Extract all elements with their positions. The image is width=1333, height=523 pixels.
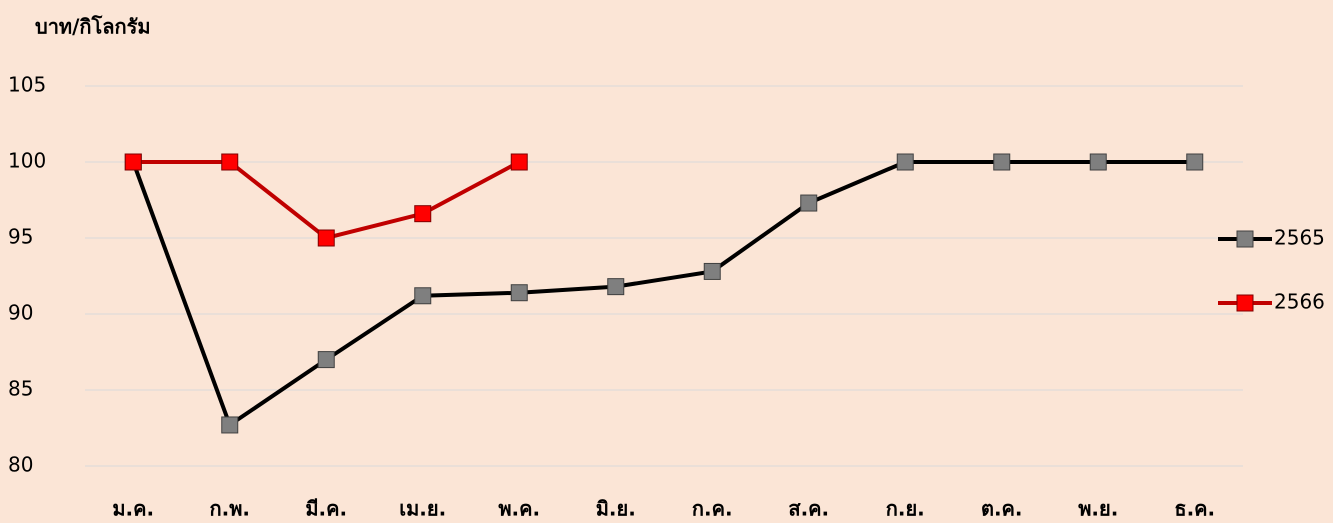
x-tick-label: ต.ค. bbox=[981, 497, 1023, 521]
marker bbox=[414, 287, 432, 305]
x-tick-label: ก.ค. bbox=[692, 497, 733, 521]
marker bbox=[1089, 153, 1107, 171]
x-tick-label: ส.ค. bbox=[788, 497, 829, 521]
y-tick-label: 100 bbox=[8, 149, 46, 173]
marker bbox=[317, 229, 335, 247]
y-axis-label: บาท/กิโลกรัม bbox=[35, 15, 151, 39]
x-tick-label: พ.ค. bbox=[498, 497, 540, 521]
x-tick-label: ม.ค. bbox=[112, 497, 154, 521]
marker bbox=[703, 262, 721, 280]
legend-label: 2566 bbox=[1274, 290, 1325, 314]
y-tick-label: 95 bbox=[8, 225, 33, 249]
marker bbox=[607, 278, 625, 296]
marker bbox=[124, 153, 142, 171]
marker bbox=[896, 153, 914, 171]
x-tick-label: ก.พ. bbox=[210, 497, 251, 521]
marker bbox=[414, 205, 432, 223]
x-tick-label: มิ.ย. bbox=[596, 497, 636, 521]
x-tick-label: ธ.ค. bbox=[1174, 497, 1215, 521]
x-tick-label: พ.ย. bbox=[1078, 497, 1118, 521]
y-tick-label: 90 bbox=[8, 301, 33, 325]
y-tick-label: 105 bbox=[8, 73, 46, 97]
marker bbox=[800, 194, 818, 212]
x-tick-label: ก.ย. bbox=[886, 497, 925, 521]
x-tick-label: มี.ค. bbox=[305, 497, 347, 521]
legend-marker bbox=[1236, 294, 1254, 312]
marker bbox=[221, 416, 239, 434]
y-tick-label: 80 bbox=[8, 453, 33, 477]
y-tick-label: 85 bbox=[8, 377, 33, 401]
marker bbox=[993, 153, 1011, 171]
marker bbox=[510, 284, 528, 302]
x-tick-label: เม.ย. bbox=[399, 497, 446, 521]
marker bbox=[1186, 153, 1204, 171]
marker bbox=[221, 153, 239, 171]
marker bbox=[317, 351, 335, 369]
marker bbox=[510, 153, 528, 171]
legend-label: 2565 bbox=[1274, 226, 1325, 250]
legend-marker bbox=[1236, 230, 1254, 248]
series-line bbox=[131, 160, 1195, 429]
